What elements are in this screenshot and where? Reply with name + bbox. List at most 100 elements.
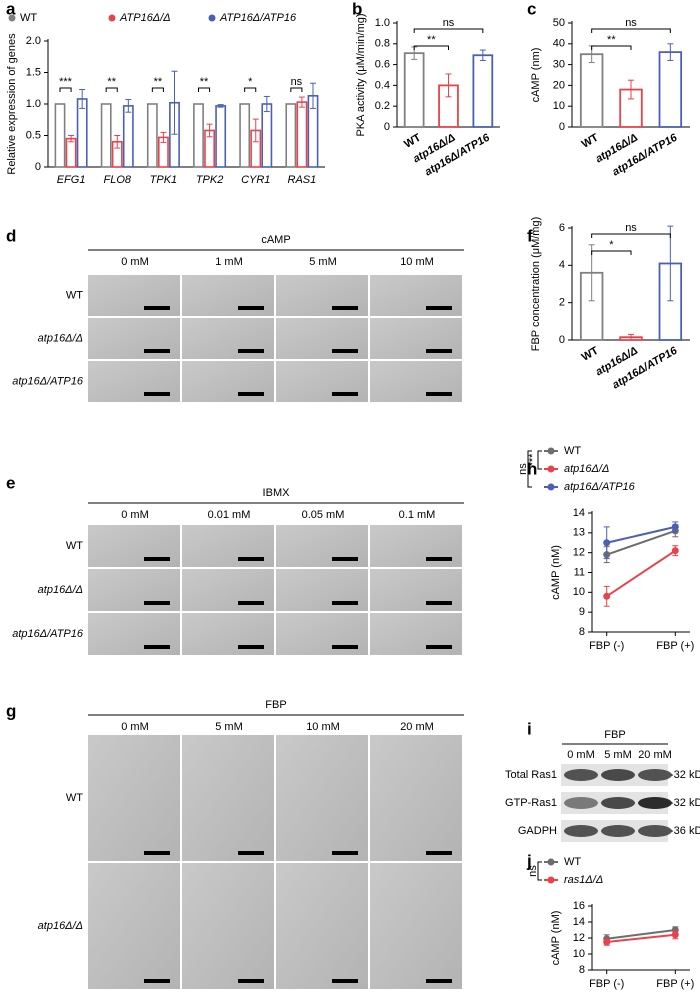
y-tick-label: 20 bbox=[553, 79, 565, 91]
row-label: Total Ras1 bbox=[505, 769, 557, 781]
y-tick-label: 0.5 bbox=[26, 129, 41, 141]
micrograph bbox=[370, 863, 462, 989]
x-tick-label: FBP (+) bbox=[656, 978, 694, 990]
y-tick-label: 10 bbox=[553, 100, 565, 112]
y-tick-label: 8 bbox=[579, 964, 585, 976]
significance-bracket bbox=[537, 450, 542, 470]
y-tick-label: 14 bbox=[573, 507, 585, 519]
bar bbox=[261, 103, 273, 168]
y-axis-label: cAMP (nM) bbox=[550, 911, 562, 966]
legend-label: ras1Δ/Δ bbox=[564, 874, 603, 886]
y-tick-label: 10 bbox=[573, 586, 585, 598]
bar bbox=[239, 103, 251, 168]
y-tick-label: 10 bbox=[573, 948, 585, 960]
y-tick-label: 6 bbox=[559, 222, 565, 234]
panel-label: h bbox=[527, 459, 537, 478]
row-label: atp16Δ/Δ bbox=[38, 920, 83, 932]
significance-bracket bbox=[244, 87, 257, 92]
legend-label: ATP16Δ/Δ bbox=[119, 12, 171, 24]
row-label: GADPH bbox=[518, 825, 557, 837]
column-label: 5 mM bbox=[604, 749, 632, 761]
x-tick-label: FBP (-) bbox=[589, 640, 624, 652]
blot-band bbox=[564, 769, 598, 781]
panel-label: f bbox=[527, 226, 533, 245]
bar bbox=[472, 54, 494, 128]
row-label: WT bbox=[66, 540, 83, 552]
y-axis-label: cAMP (nm) bbox=[530, 48, 542, 103]
y-tick-label: 14 bbox=[573, 916, 585, 928]
significance-bracket bbox=[59, 87, 72, 92]
y-tick-label: 12 bbox=[573, 932, 585, 944]
point bbox=[603, 592, 611, 600]
blot-header: FBP bbox=[604, 729, 625, 741]
y-axis-label: FBP concentration (μM/mg) bbox=[530, 217, 542, 352]
column-label: 5 mM bbox=[309, 256, 337, 268]
column-label: 0.1 mM bbox=[399, 509, 436, 521]
y-tick-label: 1.0 bbox=[375, 17, 390, 29]
significance-label: ns bbox=[625, 222, 637, 234]
point bbox=[671, 547, 679, 555]
column-label: 0 mM bbox=[121, 721, 149, 733]
bar bbox=[122, 105, 134, 168]
legend-label: atp16Δ/ATP16 bbox=[564, 481, 636, 493]
point bbox=[671, 931, 679, 939]
legend-label: atp16Δ/Δ bbox=[564, 463, 609, 475]
size-label: -32 kDa bbox=[670, 769, 700, 781]
panel-label: c bbox=[527, 0, 536, 18]
column-label: 10 mM bbox=[400, 256, 434, 268]
significance-bracket bbox=[290, 87, 303, 92]
series-line bbox=[606, 525, 676, 544]
y-tick-label: 40 bbox=[553, 38, 565, 50]
blot-band bbox=[601, 825, 635, 837]
legend-marker bbox=[547, 465, 555, 473]
significance-bracket bbox=[591, 45, 632, 50]
series-line bbox=[606, 529, 676, 556]
legend-marker bbox=[208, 14, 216, 22]
y-tick-label: 13 bbox=[573, 527, 585, 539]
y-tick-label: 11 bbox=[574, 566, 585, 578]
y-tick-label: 50 bbox=[553, 17, 565, 29]
x-tick-label: WT bbox=[402, 132, 423, 151]
grid-header: IBMX bbox=[263, 487, 291, 499]
micrograph bbox=[88, 735, 180, 861]
significance-label: * bbox=[609, 239, 614, 251]
significance-label: ** bbox=[154, 76, 163, 88]
significance-label: ns bbox=[291, 76, 303, 88]
row-label: atp16Δ/Δ bbox=[38, 332, 83, 344]
panel-label: b bbox=[352, 0, 362, 18]
row-label: atp16Δ/ATP16 bbox=[12, 628, 84, 640]
bar bbox=[76, 98, 88, 168]
blot-band bbox=[638, 825, 672, 837]
row-label: WT bbox=[66, 792, 83, 804]
y-axis-label: PKA activity (μM/min/mg) bbox=[355, 13, 367, 136]
significance-bracket bbox=[591, 28, 671, 33]
y-tick-label: 0.2 bbox=[375, 100, 390, 112]
bar bbox=[193, 103, 204, 168]
y-tick-label: 2.0 bbox=[26, 35, 41, 47]
bar bbox=[54, 103, 66, 168]
panel-label: g bbox=[6, 701, 16, 720]
significance-label: ** bbox=[107, 76, 116, 88]
bar bbox=[146, 103, 158, 168]
significance-label: ** bbox=[607, 34, 616, 46]
x-tick-label: WT bbox=[580, 132, 601, 151]
x-tick-label: WT bbox=[580, 345, 601, 364]
y-axis-label: Relative expression of genes bbox=[6, 33, 18, 175]
significance-label: ** bbox=[427, 34, 436, 46]
significance-label: ** bbox=[200, 76, 209, 88]
panel-label: j bbox=[526, 851, 532, 870]
panel-label: d bbox=[6, 226, 16, 245]
micrograph bbox=[370, 735, 462, 861]
column-label: 0 mM bbox=[121, 509, 149, 521]
significance-label: ns bbox=[517, 463, 529, 475]
y-tick-label: 0 bbox=[559, 121, 565, 133]
bar bbox=[215, 105, 227, 168]
micrograph bbox=[182, 735, 274, 861]
column-label: 10 mM bbox=[306, 721, 340, 733]
significance-bracket bbox=[591, 250, 632, 255]
legend-label: ATP16Δ/ATP16 bbox=[219, 12, 297, 24]
row-label: atp16Δ/Δ bbox=[38, 584, 83, 596]
legend-marker bbox=[8, 14, 16, 22]
legend-label: WT bbox=[564, 856, 581, 868]
